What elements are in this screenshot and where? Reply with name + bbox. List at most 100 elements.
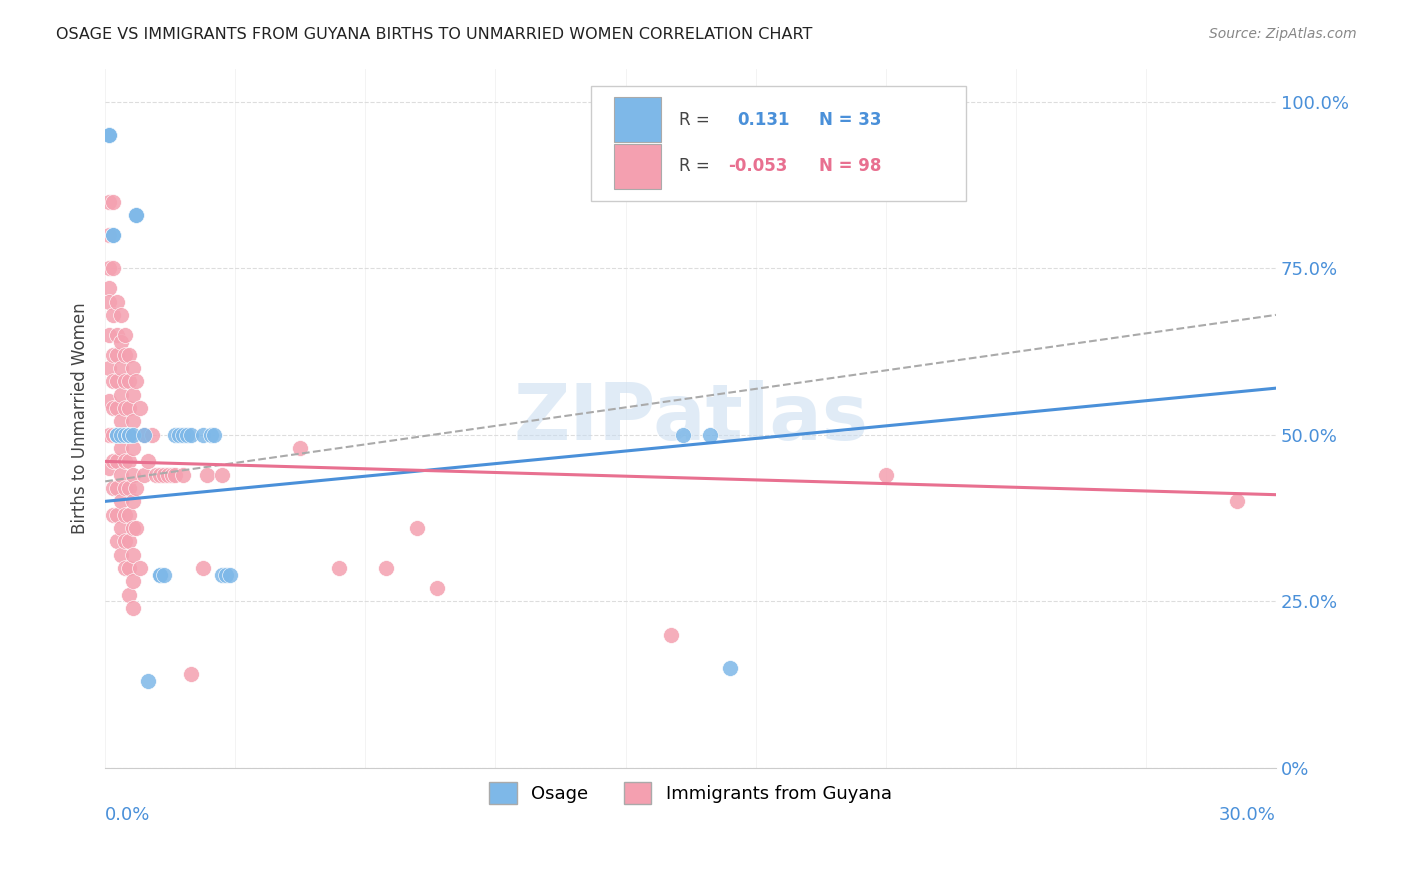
- Point: [121, 494, 143, 508]
- Point: [101, 427, 124, 442]
- Point: [101, 454, 124, 468]
- Point: [110, 308, 132, 322]
- Point: [180, 427, 202, 442]
- Point: [105, 534, 128, 549]
- Point: [191, 561, 214, 575]
- Point: [718, 661, 741, 675]
- Point: [101, 481, 124, 495]
- Point: [149, 567, 172, 582]
- Point: [125, 375, 148, 389]
- Point: [114, 348, 136, 362]
- Point: [110, 388, 132, 402]
- Point: [156, 467, 179, 482]
- Point: [98, 281, 121, 295]
- Point: [149, 567, 172, 582]
- FancyBboxPatch shape: [591, 86, 966, 202]
- Point: [172, 427, 194, 442]
- Point: [129, 561, 152, 575]
- Point: [114, 327, 136, 342]
- Point: [110, 441, 132, 455]
- Point: [136, 454, 159, 468]
- Point: [105, 481, 128, 495]
- Point: [105, 348, 128, 362]
- Point: [110, 548, 132, 562]
- Point: [98, 294, 121, 309]
- Point: [114, 454, 136, 468]
- Text: OSAGE VS IMMIGRANTS FROM GUYANA BIRTHS TO UNMARRIED WOMEN CORRELATION CHART: OSAGE VS IMMIGRANTS FROM GUYANA BIRTHS T…: [56, 27, 813, 42]
- Text: N = 98: N = 98: [820, 157, 882, 176]
- Point: [215, 567, 238, 582]
- Point: [101, 308, 124, 322]
- Y-axis label: Births to Unmarried Women: Births to Unmarried Women: [72, 302, 89, 534]
- Point: [121, 441, 143, 455]
- Point: [121, 600, 143, 615]
- Point: [117, 561, 139, 575]
- Point: [328, 561, 350, 575]
- Point: [98, 261, 121, 276]
- Point: [121, 548, 143, 562]
- Point: [141, 427, 163, 442]
- Point: [117, 588, 139, 602]
- Point: [672, 427, 695, 442]
- Point: [165, 427, 187, 442]
- Point: [290, 441, 312, 455]
- Text: 30.0%: 30.0%: [1219, 806, 1277, 824]
- Text: R =: R =: [679, 157, 710, 176]
- Point: [114, 427, 136, 442]
- Point: [114, 534, 136, 549]
- Point: [125, 481, 148, 495]
- Point: [125, 208, 148, 222]
- Point: [180, 667, 202, 681]
- Point: [117, 401, 139, 416]
- Point: [125, 208, 148, 222]
- Point: [114, 401, 136, 416]
- Point: [152, 467, 174, 482]
- Text: R =: R =: [679, 111, 710, 128]
- Point: [406, 521, 429, 535]
- Point: [105, 401, 128, 416]
- Point: [101, 375, 124, 389]
- Point: [134, 427, 156, 442]
- Point: [105, 375, 128, 389]
- Point: [134, 467, 156, 482]
- Text: 0.131: 0.131: [737, 111, 790, 128]
- Point: [110, 361, 132, 376]
- Point: [204, 427, 226, 442]
- Point: [110, 334, 132, 349]
- Point: [121, 467, 143, 482]
- Point: [136, 674, 159, 689]
- Point: [172, 467, 194, 482]
- Point: [98, 361, 121, 376]
- Point: [114, 481, 136, 495]
- Point: [160, 467, 183, 482]
- Point: [105, 427, 128, 442]
- Point: [121, 388, 143, 402]
- Point: [101, 401, 124, 416]
- Point: [110, 494, 132, 508]
- Legend: Osage, Immigrants from Guyana: Osage, Immigrants from Guyana: [482, 774, 898, 811]
- Point: [98, 128, 121, 142]
- Point: [211, 567, 233, 582]
- Point: [426, 581, 449, 595]
- Point: [134, 427, 156, 442]
- Point: [101, 348, 124, 362]
- Point: [105, 327, 128, 342]
- Point: [105, 427, 128, 442]
- Point: [114, 427, 136, 442]
- Point: [211, 467, 233, 482]
- Text: -0.053: -0.053: [728, 157, 787, 176]
- Text: N = 33: N = 33: [820, 111, 882, 128]
- Point: [114, 508, 136, 522]
- Point: [101, 227, 124, 242]
- Point: [114, 561, 136, 575]
- Point: [169, 427, 191, 442]
- Point: [101, 261, 124, 276]
- Point: [110, 414, 132, 428]
- Point: [105, 294, 128, 309]
- Point: [121, 427, 143, 442]
- Point: [117, 427, 139, 442]
- Point: [659, 627, 682, 641]
- Point: [219, 567, 242, 582]
- Point: [117, 508, 139, 522]
- Point: [101, 508, 124, 522]
